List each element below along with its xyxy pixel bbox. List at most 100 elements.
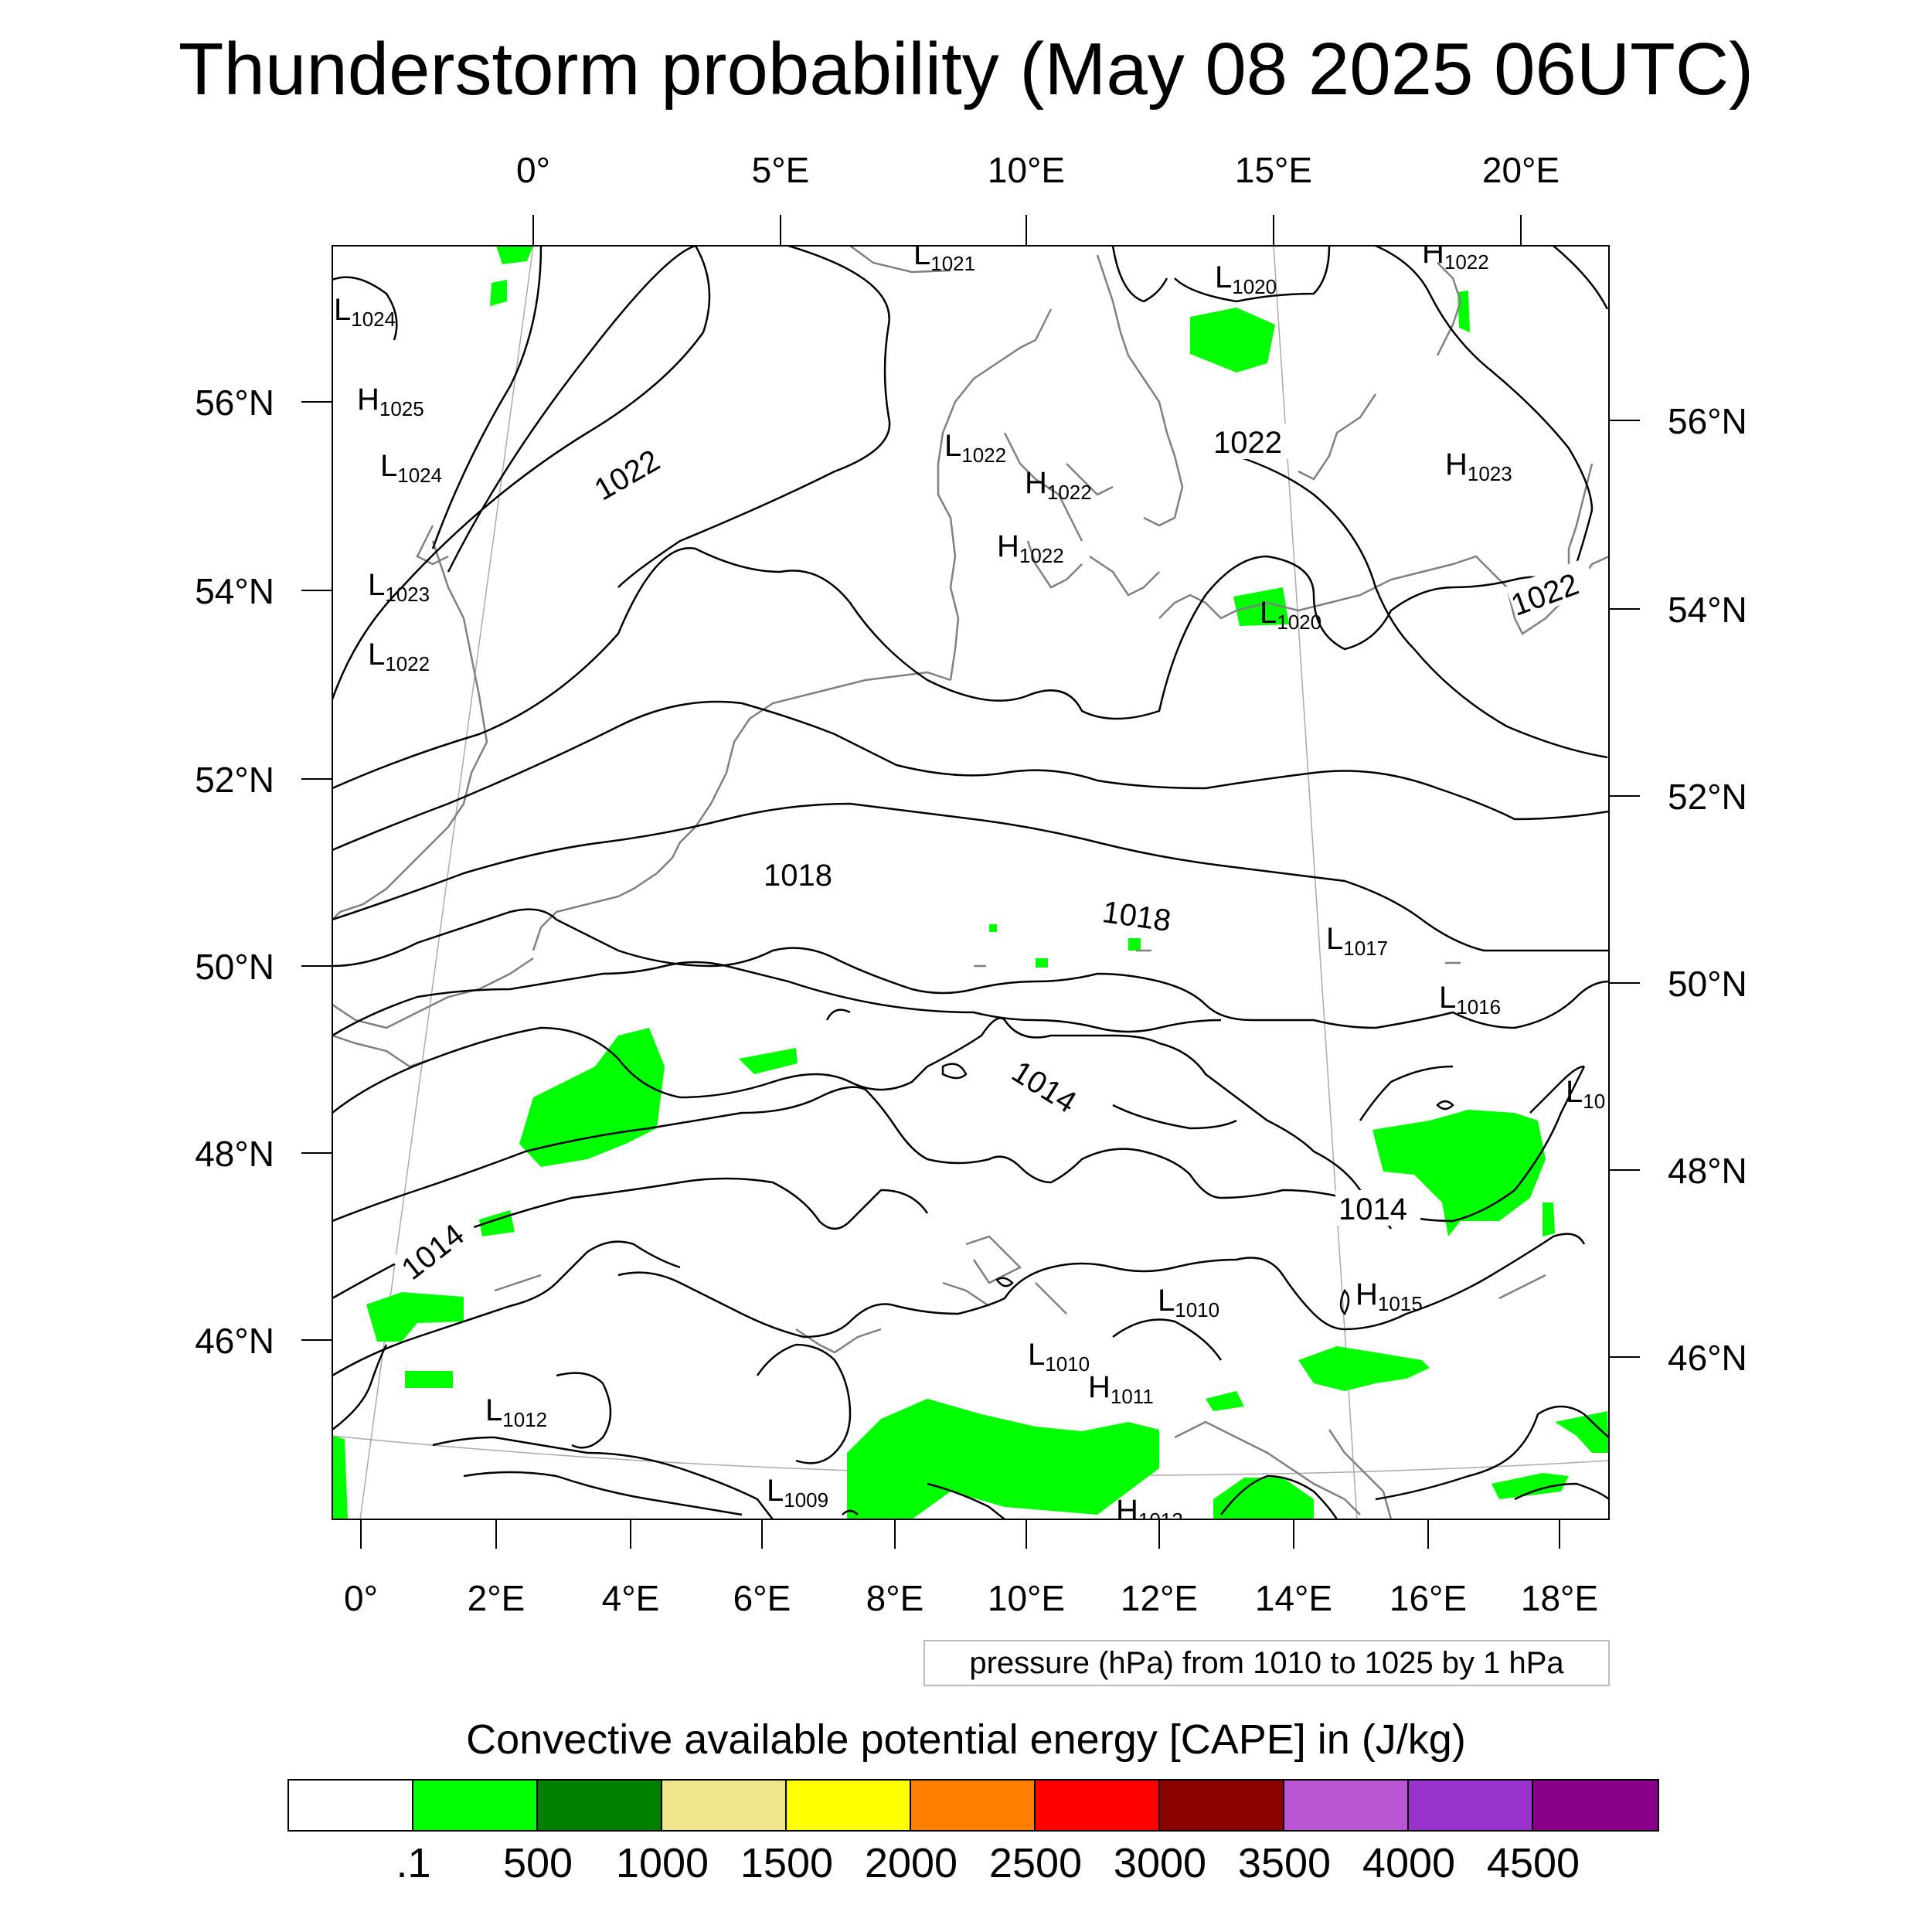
cape-area <box>519 1028 665 1167</box>
coastline <box>1298 393 1377 481</box>
pressure-center: L1023 <box>368 568 430 606</box>
bottom-lon-label: 16°E <box>1389 1578 1467 1618</box>
bottom-lon-label: 0° <box>344 1578 378 1618</box>
left-lat-label: 46°N <box>195 1321 274 1361</box>
isobar <box>941 1063 968 1080</box>
cape-area <box>739 1048 798 1074</box>
cape-area <box>1213 1478 1314 1519</box>
right-lat-label: 56°N <box>1668 401 1747 441</box>
pressure-center: L1020 <box>1215 260 1277 298</box>
pressure-center: H1022 <box>1422 236 1489 274</box>
bottom-lon-label: 14°E <box>1255 1578 1332 1618</box>
bottom-lon-label: 8°E <box>866 1578 924 1618</box>
cape-area <box>1036 958 1048 968</box>
isobar <box>617 246 891 588</box>
isobar <box>332 700 1609 852</box>
colorbar-label: 4000 <box>1362 1840 1456 1886</box>
isobar <box>332 276 398 341</box>
map-area: 1022 1022 1022 1018 1018 1014 1014 1014 … <box>332 236 1609 1519</box>
cape-area <box>847 1399 1159 1519</box>
isobar <box>756 1343 852 1464</box>
cape-area <box>1233 587 1289 626</box>
colorbar-cell <box>413 1781 538 1830</box>
colorbar-label: .1 <box>396 1840 431 1886</box>
colorbar-cell <box>1284 1781 1409 1830</box>
isobar <box>1359 1065 1454 1121</box>
right-lat-label: 54°N <box>1668 590 1747 630</box>
cape-fields <box>332 246 1609 1519</box>
pressure-center: L1012 <box>485 1393 547 1431</box>
cape-area <box>1190 308 1275 372</box>
coastline <box>494 1274 542 1292</box>
coastline <box>1003 432 1083 542</box>
colorbar-label: 1000 <box>615 1840 709 1886</box>
isobar <box>1375 1405 1609 1501</box>
cape-area <box>405 1371 453 1388</box>
pressure-center: L1010 <box>1158 1284 1219 1321</box>
coastline <box>1174 1420 1361 1515</box>
pressure-center: H1025 <box>357 383 424 420</box>
pressure-center: L1022 <box>944 429 1006 467</box>
isobar <box>556 1372 612 1449</box>
coastline <box>795 1328 882 1354</box>
pressure-center: L1016 <box>1439 981 1501 1019</box>
pressure-center: L1017 <box>1326 922 1388 960</box>
right-lat-label: 48°N <box>1668 1151 1747 1191</box>
coastline <box>416 525 449 566</box>
isobar <box>1339 1288 1350 1316</box>
isobar <box>332 1026 928 1114</box>
pressure-center: H1015 <box>1355 1277 1423 1315</box>
contour-info-box: pressure (hPa) from 1010 to 1025 by 1 hP… <box>923 1640 1610 1686</box>
left-lat-ticks <box>301 401 332 1341</box>
cape-area <box>1298 1346 1430 1391</box>
isobar <box>332 1240 681 1377</box>
isobar <box>447 246 696 573</box>
colorbar-label: 1500 <box>740 1840 834 1886</box>
colorbar-cell <box>1160 1781 1284 1830</box>
colorbar <box>287 1779 1659 1832</box>
colorbar-title: Convective available potential energy [C… <box>466 1716 1466 1763</box>
pressure-center: H1023 <box>1445 447 1512 485</box>
map-frame <box>332 245 1610 1520</box>
pressure-center: L1022 <box>368 638 430 675</box>
cape-area <box>989 924 997 932</box>
pressure-centers: L1021 L1020 H1022 L1024 H1025 L1024 L102… <box>334 236 1605 1519</box>
pressure-center: L1024 <box>380 449 442 487</box>
coastline <box>1436 262 1462 356</box>
cape-area <box>332 1436 348 1519</box>
graticule <box>332 246 1609 1519</box>
colorbar-cell <box>1533 1781 1658 1830</box>
bottom-lon-label: 4°E <box>602 1578 660 1618</box>
colorbar-label: 500 <box>502 1840 573 1886</box>
isobar-label: 1022 <box>1213 426 1282 460</box>
isobar <box>995 1277 1014 1287</box>
isobar <box>1111 246 1168 303</box>
top-lon-label: 20°E <box>1482 150 1560 190</box>
isobar <box>431 246 543 549</box>
cape-area <box>366 1292 464 1342</box>
coastline <box>1089 555 1160 597</box>
isobar <box>927 1482 1005 1519</box>
left-lat-label: 50°N <box>195 947 274 987</box>
left-lat-label: 48°N <box>195 1134 274 1174</box>
isobar <box>332 908 1609 1029</box>
coastline <box>965 1235 1022 1284</box>
map-title: Thunderstorm probability (May 08 2025 06… <box>178 28 1754 111</box>
isobar <box>1514 1482 1609 1501</box>
bottom-lon-ticks <box>360 1519 1560 1549</box>
bottom-lon-label: 2°E <box>468 1578 526 1618</box>
bottom-lon-label: 10°E <box>988 1578 1065 1618</box>
coastline <box>1158 594 1237 620</box>
isobar <box>617 1257 1345 1338</box>
cape-area <box>1543 1202 1555 1236</box>
coastline <box>1066 463 1114 496</box>
isobar <box>332 509 1594 790</box>
colorbar-cell <box>911 1781 1036 1830</box>
right-lat-label: 50°N <box>1668 964 1747 1004</box>
coastline <box>1328 1429 1393 1519</box>
bottom-lon-label: 18°E <box>1521 1578 1598 1618</box>
isobar <box>927 1017 1393 1230</box>
isobar <box>332 1344 388 1430</box>
top-lon-label: 5°E <box>752 150 810 190</box>
